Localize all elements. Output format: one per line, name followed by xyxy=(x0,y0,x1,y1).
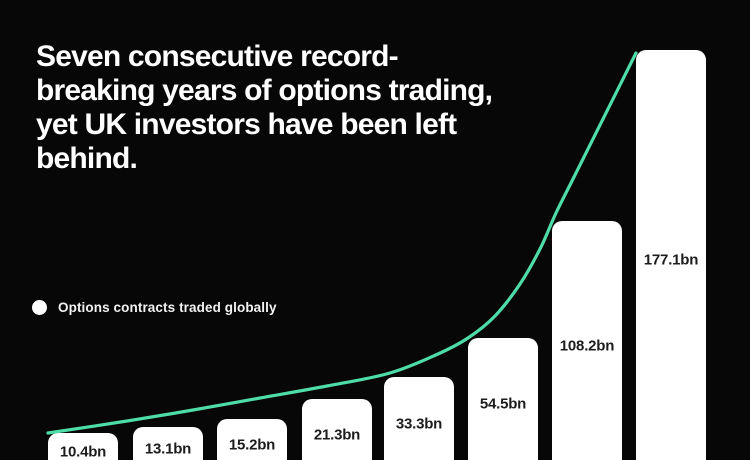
legend-dot-icon xyxy=(32,300,47,315)
bar-value-label: 177.1bn xyxy=(643,251,699,269)
legend-label: Options contracts traded globally xyxy=(58,300,277,315)
bar-value-label: 108.2bn xyxy=(559,337,615,354)
headline-line-3: yet UK investors have been left xyxy=(36,108,457,141)
bar-value-label: 54.5bn xyxy=(479,395,527,413)
bar-value-label: 33.3bn xyxy=(395,415,443,432)
bar-value-label: 10.4bn xyxy=(59,443,107,460)
headline-line-2: breaking years of options trading, xyxy=(36,74,493,107)
legend: Options contracts traded globally xyxy=(32,300,277,315)
bar-value-label: 21.3bn xyxy=(313,426,361,443)
bar xyxy=(48,433,118,460)
headline-line-1: Seven consecutive record- xyxy=(36,40,399,73)
bar-value-label: 13.1bn xyxy=(144,440,192,457)
headline-line-4: behind. xyxy=(36,142,138,175)
bar-value-label: 15.2bn xyxy=(228,436,276,453)
bar xyxy=(636,50,706,460)
headline: Seven consecutive record- breaking years… xyxy=(36,40,493,176)
